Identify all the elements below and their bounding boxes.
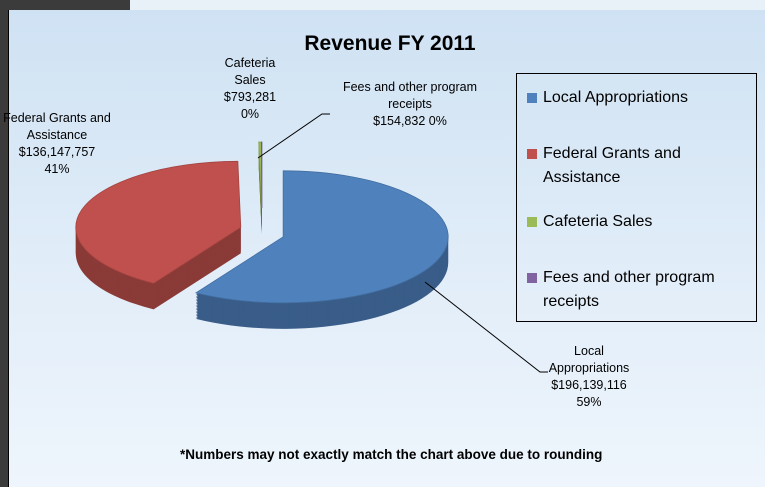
leader-line (257, 113, 330, 159)
legend-entry: Fees and other program receipts (527, 266, 755, 314)
legend-entry: Cafeteria Sales (527, 210, 755, 234)
data-label: Fees and other program receipts $154,832 … (330, 79, 490, 130)
footnote: *Numbers may not exactly match the chart… (180, 447, 603, 462)
data-label-values: $793,281 0% (213, 89, 287, 123)
pie-slice (75, 160, 242, 284)
legend-label: Local Appropriations (543, 89, 688, 106)
legend-swatch (527, 93, 537, 103)
data-label-name: Federal Grants and Assistance (3, 111, 111, 142)
legend-swatch (527, 149, 537, 159)
legend-swatch (527, 273, 537, 283)
legend-label: Fees and other program receipts (543, 269, 715, 310)
chart-title: Revenue FY 2011 (304, 32, 476, 55)
data-label-percent: 59% (576, 395, 602, 409)
legend-entry: Federal Grants and Assistance (527, 142, 755, 190)
legend: Local Appropriations Federal Grants and A… (516, 73, 757, 322)
data-label-name: Cafeteria Sales (224, 56, 276, 87)
data-label: Federal Grants and Assistance $136,147,75… (0, 110, 114, 178)
data-label: Local Appropriations $196,139,116 59% (533, 343, 645, 411)
data-label-values: $196,139,116 59% (533, 377, 645, 411)
data-label-value: $136,147,757 (18, 145, 96, 159)
legend-label: Federal Grants and Assistance (543, 145, 681, 186)
data-label-values: $154,832 0% (330, 113, 490, 130)
data-label-name: Fees and other program receipts (342, 80, 478, 111)
legend-label: Cafeteria Sales (543, 213, 653, 230)
legend-entry: Local Appropriations (527, 86, 755, 110)
top-strip (130, 0, 765, 10)
data-label-value: $154,832 (373, 114, 426, 128)
data-label-percent: 0% (240, 107, 260, 121)
data-label-value: $196,139,116 (551, 378, 627, 392)
data-label-percent: 41% (44, 162, 70, 176)
pie-slice (194, 170, 449, 304)
data-label-name: Local Appropriations (548, 344, 630, 375)
data-label-values: $136,147,757 41% (0, 144, 114, 178)
data-label: Cafeteria Sales $793,281 0% (213, 55, 287, 123)
legend-swatch (527, 217, 537, 227)
data-label-percent: 0% (428, 114, 447, 128)
data-label-value: $793,281 (223, 90, 277, 104)
leader-line (424, 281, 548, 373)
